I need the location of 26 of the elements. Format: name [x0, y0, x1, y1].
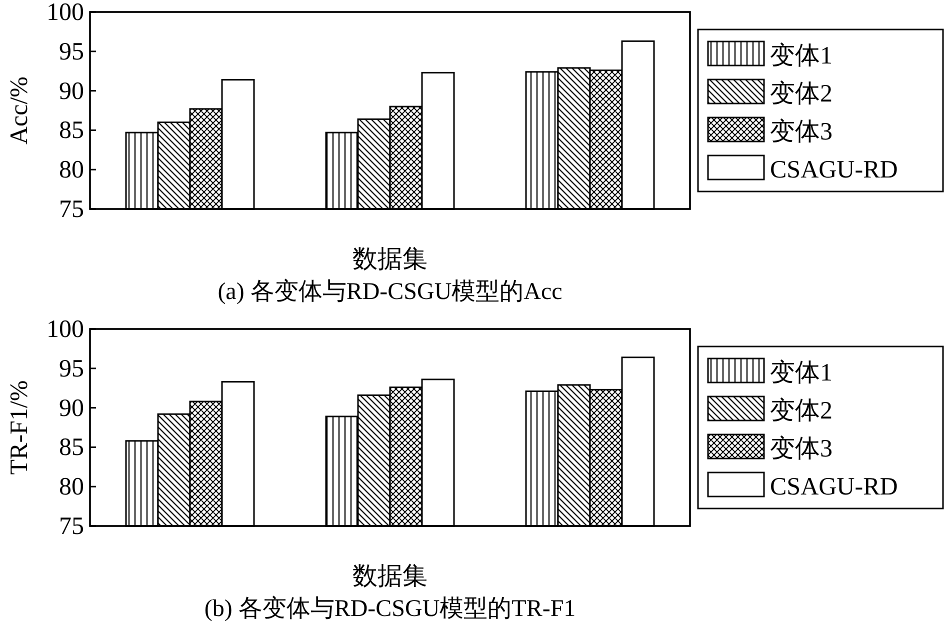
- y-tick-label: 95: [59, 38, 84, 66]
- y-tick-label: 80: [59, 474, 84, 501]
- text: (a) 各变体与RD-CSGU模型的Acc: [218, 278, 562, 305]
- legend-label: 变体1: [770, 358, 832, 386]
- y-axis-title: Acc/%: [6, 76, 33, 145]
- legend-label: 变体1: [770, 42, 832, 70]
- x-axis-title: 数据集: [352, 246, 428, 273]
- legend-label: 变体2: [770, 396, 832, 424]
- y-tick-label: 90: [59, 78, 84, 105]
- legend-label: CSAGU-RD: [770, 156, 898, 184]
- y-tick-label: 75: [59, 196, 84, 223]
- legend-label: 变体2: [770, 80, 832, 108]
- y-tick-label: 85: [59, 117, 84, 144]
- y-axis-title: TR-F1/%: [6, 380, 33, 475]
- y-tick-label: 85: [59, 434, 84, 462]
- legend-label: 变体3: [770, 118, 832, 146]
- y-tick-label: 100: [46, 0, 84, 26]
- y-tick-label: 95: [59, 355, 84, 382]
- legend-label: 变体3: [770, 434, 832, 462]
- y-tick-label: 75: [59, 513, 84, 540]
- y-tick-label: 90: [59, 394, 84, 422]
- x-axis-title: 数据集: [352, 563, 428, 590]
- y-tick-label: 100: [46, 316, 84, 343]
- text: (b) 各变体与RD-CSGU模型的TR-F1: [204, 595, 576, 622]
- y-tick-label: 80: [59, 156, 84, 184]
- legend-label: CSAGU-RD: [770, 474, 898, 500]
